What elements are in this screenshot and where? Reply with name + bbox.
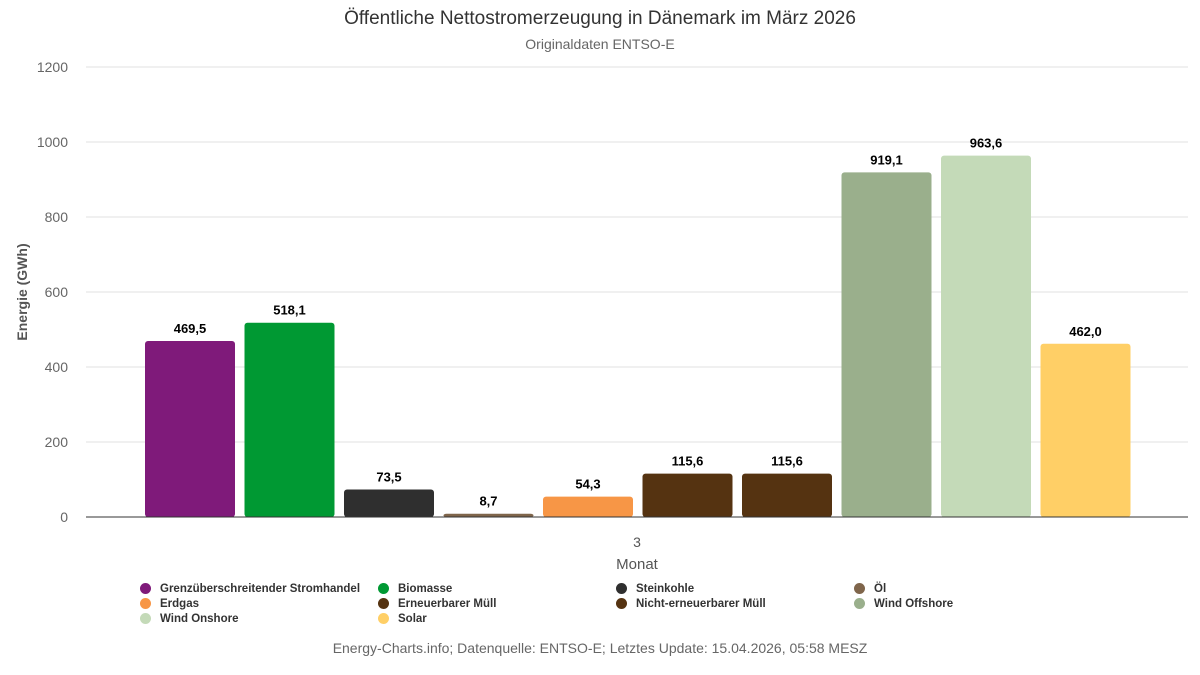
legend-swatch-icon [854,583,865,594]
bar-chart: 0 200 400 600 800 1000 1200 469,5 518,1 73,5 8,7 5… [14,59,1188,573]
y-tick-label: 1200 [37,59,68,75]
y-tick-label: 0 [60,509,68,525]
y-tick-label: 800 [45,209,69,225]
legend-swatch-icon [378,583,389,594]
y-tick-label: 200 [45,434,69,450]
data-label: 8,7 [479,494,497,509]
legend-item[interactable]: Wind Offshore [854,597,1092,610]
legend-item[interactable]: Wind Onshore [140,612,378,625]
legend-swatch-icon [378,613,389,624]
bar-biomasse [244,322,335,517]
legend-item[interactable]: Erneuerbarer Müll [378,597,616,610]
bar-wind-onshore [941,155,1031,517]
chart-subtitle: Originaldaten ENTSO-E [525,36,675,52]
data-labels: 469,5 518,1 73,5 8,7 54,3 115,6 115,6 919,1 963,… [174,136,1102,509]
legend-item[interactable]: Solar [378,612,616,625]
legend-swatch-icon [854,598,865,609]
bar-wind-offshore [841,172,932,517]
legend-item[interactable]: Grenzüberschreitender Stromhandel [140,582,378,595]
legend-label: Grenzüberschreitender Stromhandel [160,582,361,595]
legend-item[interactable]: Öl [854,582,1092,595]
bar-erdgas [543,496,633,517]
data-label: 73,5 [376,469,401,484]
legend-label: Steinkohle [636,582,695,595]
bar-solar [1040,343,1131,517]
legend-label: Erneuerbarer Müll [398,597,497,610]
chart-title: Öffentliche Nettostromerzeugung in Dänem… [344,8,856,29]
legend-label: Wind Onshore [160,612,239,625]
x-axis-label: Monat [616,556,659,573]
legend-item[interactable]: Erdgas [140,597,378,610]
bar-nicht-erneuerbarer-müll [742,473,832,517]
legend-item[interactable]: Steinkohle [616,582,854,595]
legend-label: Wind Offshore [874,597,954,610]
legend: Grenzüberschreitender Stromhandel Biomass… [140,582,1100,625]
bar-erneuerbarer-müll [642,473,733,517]
legend-swatch-icon [140,613,151,624]
x-tick-label: 3 [633,534,641,550]
data-label: 462,0 [1069,324,1102,339]
legend-label: Biomasse [398,582,453,595]
bar-steinkohle [344,489,434,517]
y-tick-label: 400 [45,359,69,375]
legend-swatch-icon [140,583,151,594]
legend-item[interactable]: Biomasse [378,582,616,595]
bars [145,155,1131,517]
data-label: 115,6 [672,454,704,469]
bar-öl [443,513,534,517]
legend-swatch-icon [616,583,627,594]
legend-label: Nicht-erneuerbarer Müll [636,597,766,610]
legend-swatch-icon [140,598,151,609]
source-note: Energy-Charts.info; Datenquelle: ENTSO-E… [332,640,868,656]
legend-label: Solar [398,612,427,625]
legend-swatch-icon [616,598,627,609]
data-label: 518,1 [273,303,306,318]
bar-grenzüberschreitender-stromhandel [145,340,235,517]
data-label: 919,1 [870,152,903,167]
y-axis-ticks: 0 200 400 600 800 1000 1200 [37,59,68,525]
data-label: 963,6 [970,136,1003,151]
data-label: 54,3 [575,477,600,492]
y-tick-label: 600 [45,284,69,300]
legend-label: Erdgas [160,597,199,610]
legend-item[interactable]: Nicht-erneuerbarer Müll [616,597,854,610]
data-label: 115,6 [771,454,803,469]
legend-label: Öl [874,582,887,595]
legend-swatch-icon [378,598,389,609]
data-label: 469,5 [174,321,207,336]
y-tick-label: 1000 [37,134,68,150]
y-axis-label: Energie (GWh) [14,243,30,340]
